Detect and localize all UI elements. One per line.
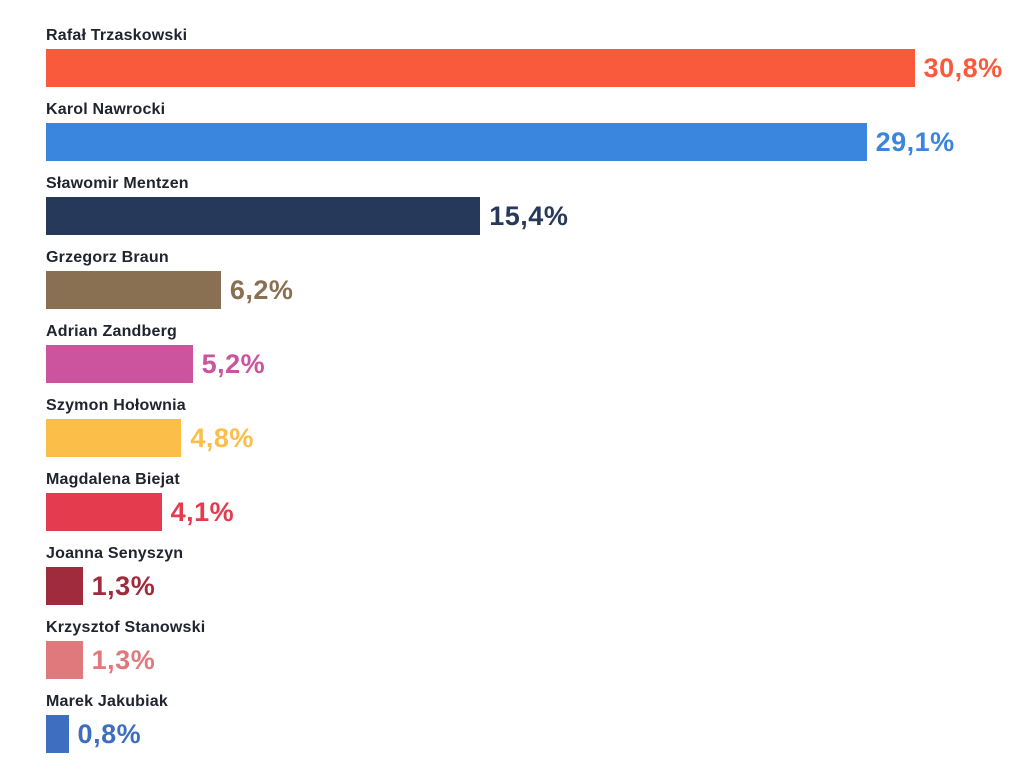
bar-line: 15,4% (46, 197, 1032, 235)
bar (46, 567, 83, 605)
value-label: 0,8% (77, 718, 142, 749)
bar-line: 6,2% (46, 271, 1032, 309)
bar (46, 49, 915, 87)
candidate-name-label: Magdalena Biejat (46, 471, 180, 488)
value-label: 29,1% (875, 126, 955, 157)
candidate-name-label: Krzysztof Stanowski (46, 619, 206, 636)
candidate-name-label: Grzegorz Braun (46, 249, 169, 266)
value-label: 4,1% (170, 496, 235, 527)
bar (46, 419, 182, 457)
bar-row: Krzysztof Stanowski 1,3% (46, 617, 1032, 679)
bar (46, 123, 867, 161)
bar (46, 197, 481, 235)
bar-row: Rafał Trzaskowski 30,8% (46, 25, 1032, 87)
bar-row: Marek Jakubiak 0,8% (46, 691, 1032, 753)
candidate-name-label: Joanna Senyszyn (46, 545, 184, 562)
candidate-name-label: Szymon Hołownia (46, 397, 186, 414)
bar-row: Magdalena Biejat 4,1% (46, 469, 1032, 531)
bar-line: 4,8% (46, 419, 1032, 457)
value-label: 5,2% (201, 348, 266, 379)
bar-line: 29,1% (46, 123, 1032, 161)
bar-line: 5,2% (46, 345, 1032, 383)
bar (46, 715, 69, 753)
bar-line: 0,8% (46, 715, 1032, 753)
bar-row: Grzegorz Braun 6,2% (46, 247, 1032, 309)
candidate-name-label: Adrian Zandberg (46, 323, 178, 340)
candidate-name-label: Rafał Trzaskowski (46, 27, 188, 44)
value-label: 4,8% (190, 422, 254, 453)
candidate-name-label: Sławomir Mentzen (46, 175, 189, 192)
bar (46, 345, 193, 383)
candidate-name-label: Marek Jakubiak (46, 693, 168, 710)
bar (46, 271, 221, 309)
candidate-name-label: Karol Nawrocki (46, 101, 166, 118)
value-label: 30,8% (923, 52, 1003, 83)
bar-row: Sławomir Mentzen 15,4% (46, 173, 1032, 235)
bar-row: Szymon Hołownia 4,8% (46, 395, 1032, 457)
value-label: 1,3% (91, 570, 156, 601)
bar-line: 4,1% (46, 493, 1032, 531)
value-label: 6,2% (229, 274, 294, 305)
value-label: 1,3% (91, 644, 156, 675)
bar-row: Joanna Senyszyn 1,3% (46, 543, 1032, 605)
bar-line: 30,8% (46, 49, 1032, 87)
bar-row: Adrian Zandberg 5,2% (46, 321, 1032, 383)
bar (46, 641, 83, 679)
bar (46, 493, 162, 531)
bar-line: 1,3% (46, 567, 1032, 605)
bar-line: 1,3% (46, 641, 1032, 679)
bar-row: Karol Nawrocki 29,1% (46, 99, 1032, 161)
value-label: 15,4% (489, 200, 569, 231)
